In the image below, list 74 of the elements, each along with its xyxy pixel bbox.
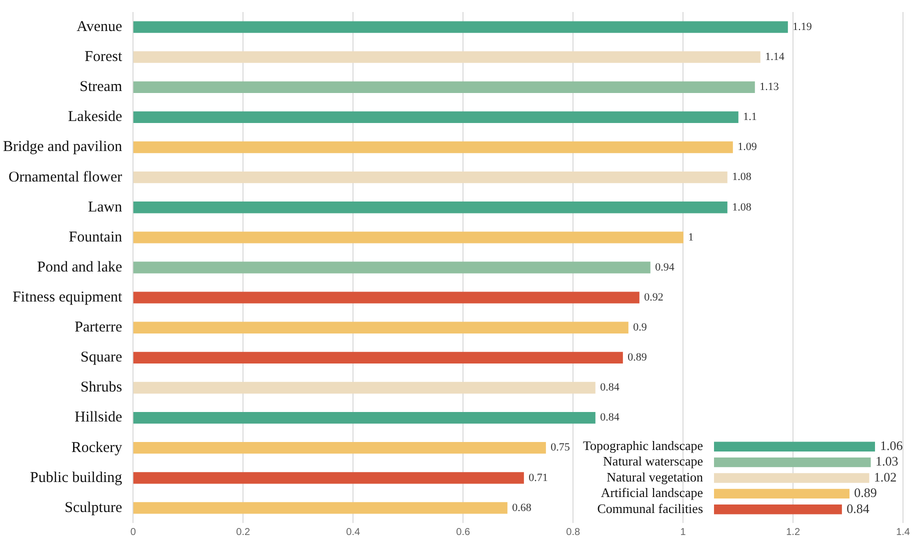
x-tick-label: 1.4 bbox=[896, 526, 910, 538]
bar bbox=[133, 21, 788, 33]
data-label: 0.92 bbox=[644, 291, 664, 304]
y-tick-label: Artificial landscape bbox=[600, 485, 704, 500]
x-tick-label: 1 bbox=[680, 526, 686, 538]
data-label: 0.94 bbox=[655, 261, 675, 274]
data-label: 1.19 bbox=[792, 20, 812, 33]
data-label: 0.71 bbox=[528, 472, 548, 484]
y-tick-label: Natural waterscape bbox=[603, 454, 704, 469]
data-label: 0.84 bbox=[600, 412, 620, 424]
data-label: 0.68 bbox=[512, 502, 532, 514]
data-label: 0.89 bbox=[854, 485, 877, 500]
bar bbox=[133, 352, 623, 364]
y-tick-label: Communal facilities bbox=[597, 500, 704, 516]
y-tick-label: Sculpture bbox=[64, 500, 122, 516]
data-label: 0.89 bbox=[628, 352, 648, 364]
y-tick-label: Bridge and pavilion bbox=[2, 139, 123, 156]
data-label: 1.08 bbox=[732, 171, 752, 184]
y-tick-label: Ornamental flower bbox=[8, 169, 122, 186]
bar bbox=[714, 488, 850, 499]
bar bbox=[714, 504, 842, 514]
data-label: 1 bbox=[688, 231, 694, 244]
y-tick-label: Square bbox=[80, 350, 122, 366]
x-tick-label: 0.2 bbox=[236, 526, 251, 538]
y-tick-label: Fitness equipment bbox=[12, 289, 123, 306]
data-label: 0.84 bbox=[600, 382, 620, 394]
data-label: 1.03 bbox=[875, 454, 898, 469]
data-label: 1.08 bbox=[732, 201, 752, 214]
bar bbox=[133, 292, 640, 304]
bar bbox=[133, 262, 650, 274]
bar bbox=[133, 141, 733, 154]
data-label: 1.09 bbox=[738, 141, 758, 154]
y-tick-label: Hillside bbox=[74, 410, 122, 426]
y-tick-label: Pond and lake bbox=[37, 259, 122, 276]
bar bbox=[714, 457, 871, 468]
bar bbox=[133, 502, 508, 514]
data-label: 1.13 bbox=[760, 81, 780, 94]
data-label: 1.06 bbox=[880, 438, 904, 454]
bar bbox=[133, 232, 684, 244]
y-tick-label: Forest bbox=[84, 49, 123, 66]
bar bbox=[133, 81, 755, 93]
bar bbox=[714, 473, 870, 483]
bar bbox=[714, 442, 875, 452]
bar bbox=[133, 322, 628, 334]
y-tick-label: Topographic landscape bbox=[583, 438, 704, 454]
bar bbox=[133, 51, 760, 63]
x-tick-label: 0.6 bbox=[456, 526, 470, 538]
bar bbox=[133, 472, 524, 484]
data-label: 0.75 bbox=[550, 442, 570, 454]
y-tick-label: Parterre bbox=[74, 320, 122, 336]
y-tick-label: Fountain bbox=[68, 229, 123, 246]
bar bbox=[133, 412, 596, 424]
bar bbox=[133, 202, 728, 214]
data-label: 0.84 bbox=[846, 500, 870, 516]
data-label: 0.9 bbox=[633, 322, 648, 334]
bar bbox=[133, 382, 596, 394]
bar bbox=[133, 171, 728, 184]
x-tick-label: 0.8 bbox=[566, 526, 580, 538]
y-tick-label: Stream bbox=[80, 79, 122, 96]
data-label: 1.14 bbox=[765, 50, 785, 63]
data-label: 1.1 bbox=[743, 111, 757, 124]
y-tick-label: Lakeside bbox=[68, 109, 122, 126]
x-tick-label: 0.4 bbox=[346, 526, 361, 538]
x-tick-label: 1.2 bbox=[786, 526, 800, 538]
y-tick-label: Avenue bbox=[76, 18, 122, 35]
y-tick-label: Shrubs bbox=[80, 380, 122, 396]
bar bbox=[133, 111, 738, 124]
y-tick-label: Natural vegetation bbox=[606, 469, 704, 484]
y-tick-label: Lawn bbox=[88, 199, 123, 216]
data-label: 1.02 bbox=[874, 469, 897, 484]
y-tick-label: Rockery bbox=[71, 440, 123, 456]
bar bbox=[133, 442, 546, 454]
x-tick-label: 0 bbox=[130, 526, 136, 538]
y-tick-label: Public building bbox=[30, 470, 123, 486]
